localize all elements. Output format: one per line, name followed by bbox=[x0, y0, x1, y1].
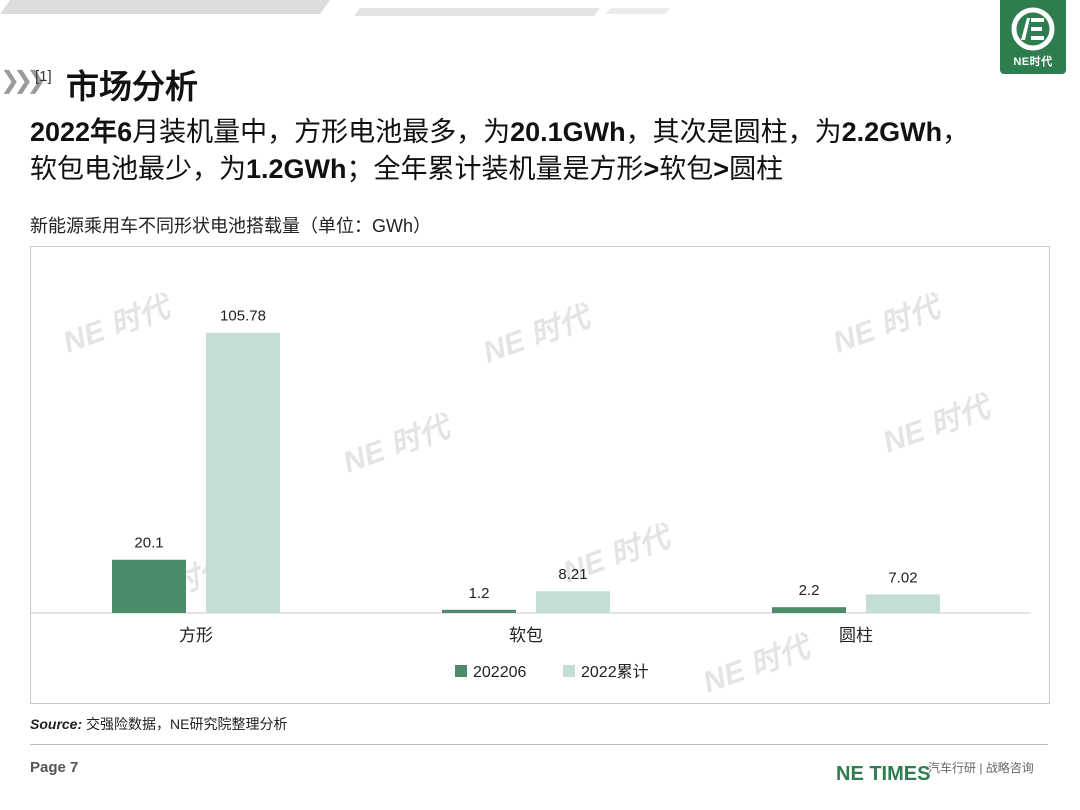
chart-frame: 20.1 105.78 方形 1.2 8.21 软包 2.2 7.02 圆柱 202206 2022… bbox=[30, 246, 1050, 704]
source-note: Source: 交强险数据，NE研究院整理分析 bbox=[30, 714, 287, 734]
headline-text: 软包 bbox=[659, 154, 714, 184]
bar-chart: 20.1 105.78 方形 1.2 8.21 软包 2.2 7.02 圆柱 202206 2022… bbox=[31, 308, 1031, 681]
headline-text: 20.1GWh bbox=[510, 117, 626, 147]
page-number: Page 7 bbox=[30, 759, 79, 776]
headline-text: ，其次是圆柱，为 bbox=[625, 117, 842, 147]
section-title: 市场分析 bbox=[66, 68, 198, 105]
footer-tagline: 汽车行研 | 战略咨询 bbox=[928, 761, 1034, 775]
headline-text: 6 bbox=[117, 117, 133, 147]
data-label: 2.2 bbox=[799, 582, 820, 599]
ne-logo-icon bbox=[1011, 7, 1055, 51]
footer-brand: NE TIMES bbox=[836, 763, 931, 785]
headline-line-1: 2022年6月装机量中，方形电池最多，为20.1GWh，其次是圆柱，为2.2GW… bbox=[30, 114, 1065, 151]
chevron-right-icon: ❯❯❯ bbox=[0, 67, 46, 94]
data-label: 7.02 bbox=[888, 569, 917, 586]
x-tick-label: 软包 bbox=[509, 626, 543, 645]
source-label: Source: bbox=[30, 716, 83, 732]
data-label: 8.21 bbox=[558, 566, 587, 583]
headline-text: > bbox=[643, 154, 660, 184]
headline-text: > bbox=[713, 154, 730, 184]
headline-text: 圆柱 bbox=[729, 154, 784, 184]
x-tick-label: 方形 bbox=[179, 626, 213, 645]
headline-text: 软包电池最少，为 bbox=[30, 154, 246, 184]
x-tick-label: 圆柱 bbox=[839, 626, 873, 645]
source-text: 交强险数据，NE研究院整理分析 bbox=[82, 716, 288, 732]
headline: 2022年6月装机量中，方形电池最多，为20.1GWh，其次是圆柱，为2.2GW… bbox=[30, 114, 1065, 188]
bar-2022累计-圆柱 bbox=[866, 594, 940, 613]
data-label: 20.1 bbox=[134, 535, 163, 552]
section-index: [1] bbox=[35, 68, 52, 85]
logo-caption: NE时代 bbox=[1013, 56, 1053, 68]
bar-202206-软包 bbox=[442, 609, 516, 613]
bar-2022累计-方形 bbox=[206, 332, 280, 613]
legend-swatch-202206 bbox=[455, 665, 467, 677]
footer-divider bbox=[30, 744, 1048, 745]
data-label: 1.2 bbox=[469, 585, 490, 602]
headline-text: 1.2GWh bbox=[246, 154, 347, 184]
headline-text: ， bbox=[942, 117, 970, 147]
headline-text: 2.2GWh bbox=[841, 117, 943, 147]
headline-text: ；全年累计装机量是方形 bbox=[346, 154, 644, 184]
headline-text: 2022年 bbox=[30, 117, 118, 147]
headline-line-2: 软包电池最少，为1.2GWh；全年累计装机量是方形>软包>圆柱 bbox=[30, 151, 1065, 188]
legend-label: 2022累计 bbox=[581, 663, 649, 681]
headline-text: 月装机量中，方形电池最多，为 bbox=[132, 117, 511, 147]
top-stripes bbox=[0, 0, 670, 16]
legend-swatch-2022累计 bbox=[563, 665, 575, 677]
bar-202206-方形 bbox=[112, 559, 186, 613]
chart-title: 新能源乘用车不同形状电池搭载量（单位：GWh） bbox=[30, 216, 431, 236]
legend-label: 202206 bbox=[473, 664, 526, 681]
data-label: 105.78 bbox=[220, 308, 266, 325]
bar-202206-圆柱 bbox=[772, 607, 846, 613]
bar-2022累计-软包 bbox=[536, 591, 610, 613]
brand-logo: NE时代 bbox=[1000, 0, 1066, 74]
